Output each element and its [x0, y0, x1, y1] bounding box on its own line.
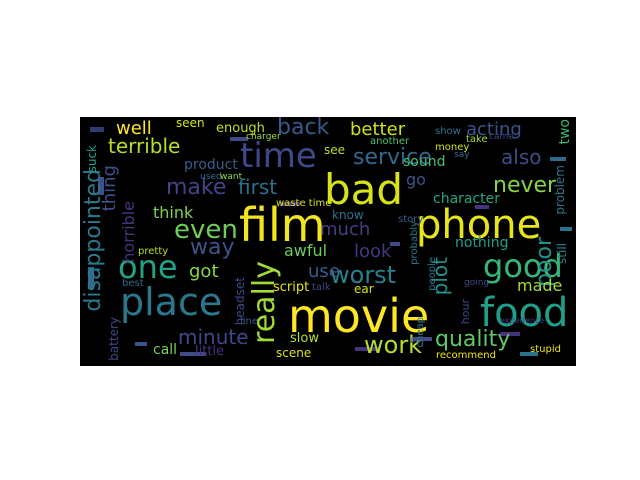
word-cloud-image: movie film phone bad place food time one…	[80, 117, 576, 366]
filler-mark	[550, 157, 566, 161]
word-good: good	[483, 247, 563, 285]
word-film: film	[239, 198, 326, 252]
word-place: place	[120, 280, 223, 324]
word-another: another	[370, 136, 410, 147]
filler-mark	[98, 177, 104, 195]
filler-mark	[180, 352, 206, 356]
word-got: got	[189, 261, 219, 282]
filler-mark	[520, 352, 538, 356]
word-never: never	[493, 173, 557, 198]
word-quality: quality	[435, 327, 511, 352]
word-going: going	[464, 278, 490, 288]
word-pretty: pretty	[138, 246, 169, 257]
word-back: back	[277, 117, 330, 140]
word-experience: experience	[500, 316, 545, 325]
word-battery: battery	[107, 317, 121, 361]
word-use: use	[308, 261, 340, 282]
word-movie: movie	[288, 289, 430, 343]
word-probably: probably	[409, 221, 420, 265]
filler-mark	[135, 342, 147, 346]
word-bad: bad	[324, 165, 404, 214]
word-best: best	[122, 278, 144, 289]
word-phone: phone	[416, 202, 542, 248]
word-seen: seen	[176, 117, 205, 130]
word-character: character	[433, 191, 501, 207]
word-came: came	[489, 132, 514, 142]
word-well: well	[116, 118, 152, 139]
word-story: story	[398, 214, 424, 225]
filler-mark	[475, 205, 489, 209]
word-first: first	[238, 175, 278, 199]
word-script: script	[273, 280, 310, 295]
filler-mark	[500, 332, 520, 336]
word-service: service	[353, 145, 432, 170]
filler-mark	[230, 137, 248, 141]
word-better: better	[350, 119, 406, 140]
word-two: two	[557, 119, 573, 145]
word-work: work	[364, 331, 423, 359]
word-nothing: nothing	[455, 235, 509, 251]
word-really: really	[247, 261, 282, 344]
word-hour: hour	[459, 299, 472, 325]
word-worst: worst	[330, 261, 397, 289]
word-product: product	[184, 157, 238, 173]
word-buy: buy	[410, 336, 425, 345]
filler-mark	[390, 242, 400, 246]
filler-mark	[90, 127, 104, 132]
word-still: still	[555, 243, 569, 264]
word-way: way	[190, 235, 235, 260]
word-food: food	[480, 290, 569, 336]
word-problem: problem	[553, 165, 567, 215]
word-made: made	[517, 276, 563, 295]
word-money: money	[435, 142, 470, 153]
word-little: little	[195, 344, 225, 359]
word-enough: enough	[216, 121, 265, 136]
word-minute: minute	[178, 325, 249, 349]
word-show: show	[435, 126, 461, 137]
word-recommend: recommend	[436, 350, 496, 361]
word-call: call	[153, 342, 178, 358]
word-line: line	[240, 316, 259, 327]
filler-mark	[560, 227, 572, 231]
word-scene: scene	[276, 346, 312, 360]
word-look: look	[354, 241, 392, 262]
filler-mark	[280, 202, 300, 206]
word-terrible: terrible	[108, 134, 181, 158]
word-stupid: stupid	[530, 344, 561, 355]
word-talk: talk	[312, 282, 331, 293]
word-one: one	[118, 248, 178, 286]
word-thing: thing	[99, 165, 120, 212]
word-horrible: horrible	[119, 201, 138, 263]
word-also: also	[501, 145, 542, 169]
word-want: want	[220, 172, 243, 182]
filler-mark	[355, 347, 379, 351]
filler-mark	[410, 337, 432, 341]
word-say: say	[454, 150, 470, 160]
word-acting: acting	[466, 119, 522, 140]
word-suck: suck	[85, 145, 99, 173]
word-used: used	[200, 172, 222, 182]
word-time: time	[240, 136, 317, 176]
word-take: take	[466, 134, 488, 145]
word-sound: sound	[403, 154, 446, 170]
word-think: think	[153, 203, 194, 222]
word-much: much	[320, 219, 371, 240]
filler-words-layer	[88, 127, 572, 356]
word-go: go	[406, 170, 426, 189]
word-waste-time: waste time	[276, 198, 332, 209]
word-awful: awful	[284, 241, 328, 260]
filler-mark	[88, 267, 94, 289]
word-ear: ear	[354, 282, 374, 296]
word-even: even	[174, 215, 238, 245]
word-see: see	[324, 143, 346, 157]
word-charger: charger	[246, 132, 281, 142]
word-know: know	[332, 208, 364, 222]
word-make: make	[166, 175, 227, 200]
word-slow: slow	[290, 331, 319, 346]
word-people: people	[427, 257, 438, 291]
